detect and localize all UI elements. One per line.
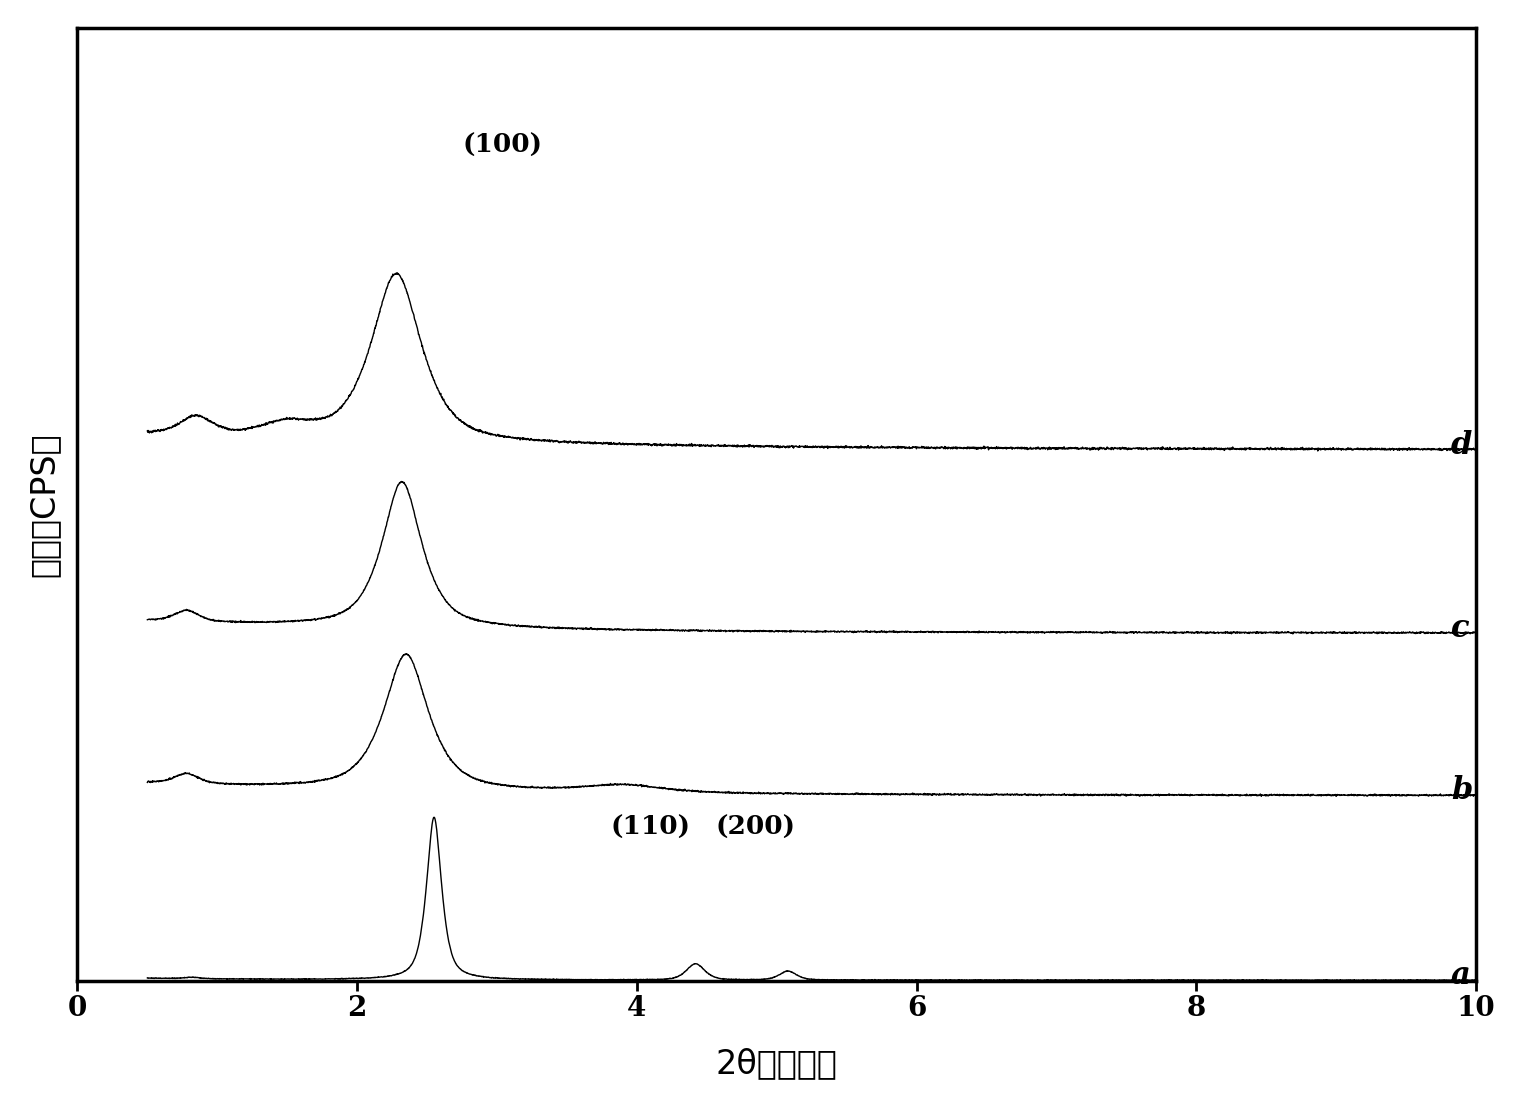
Text: d: d	[1451, 430, 1473, 461]
X-axis label: 2θ角（度）: 2θ角（度）	[716, 1047, 838, 1080]
Text: (110): (110)	[611, 815, 691, 840]
Text: c: c	[1451, 613, 1470, 644]
Text: (100): (100)	[461, 133, 542, 158]
Text: (200): (200)	[716, 815, 795, 840]
Y-axis label: 强度（CPS）: 强度（CPS）	[27, 432, 61, 576]
Text: b: b	[1451, 774, 1473, 806]
Text: a: a	[1451, 961, 1471, 992]
